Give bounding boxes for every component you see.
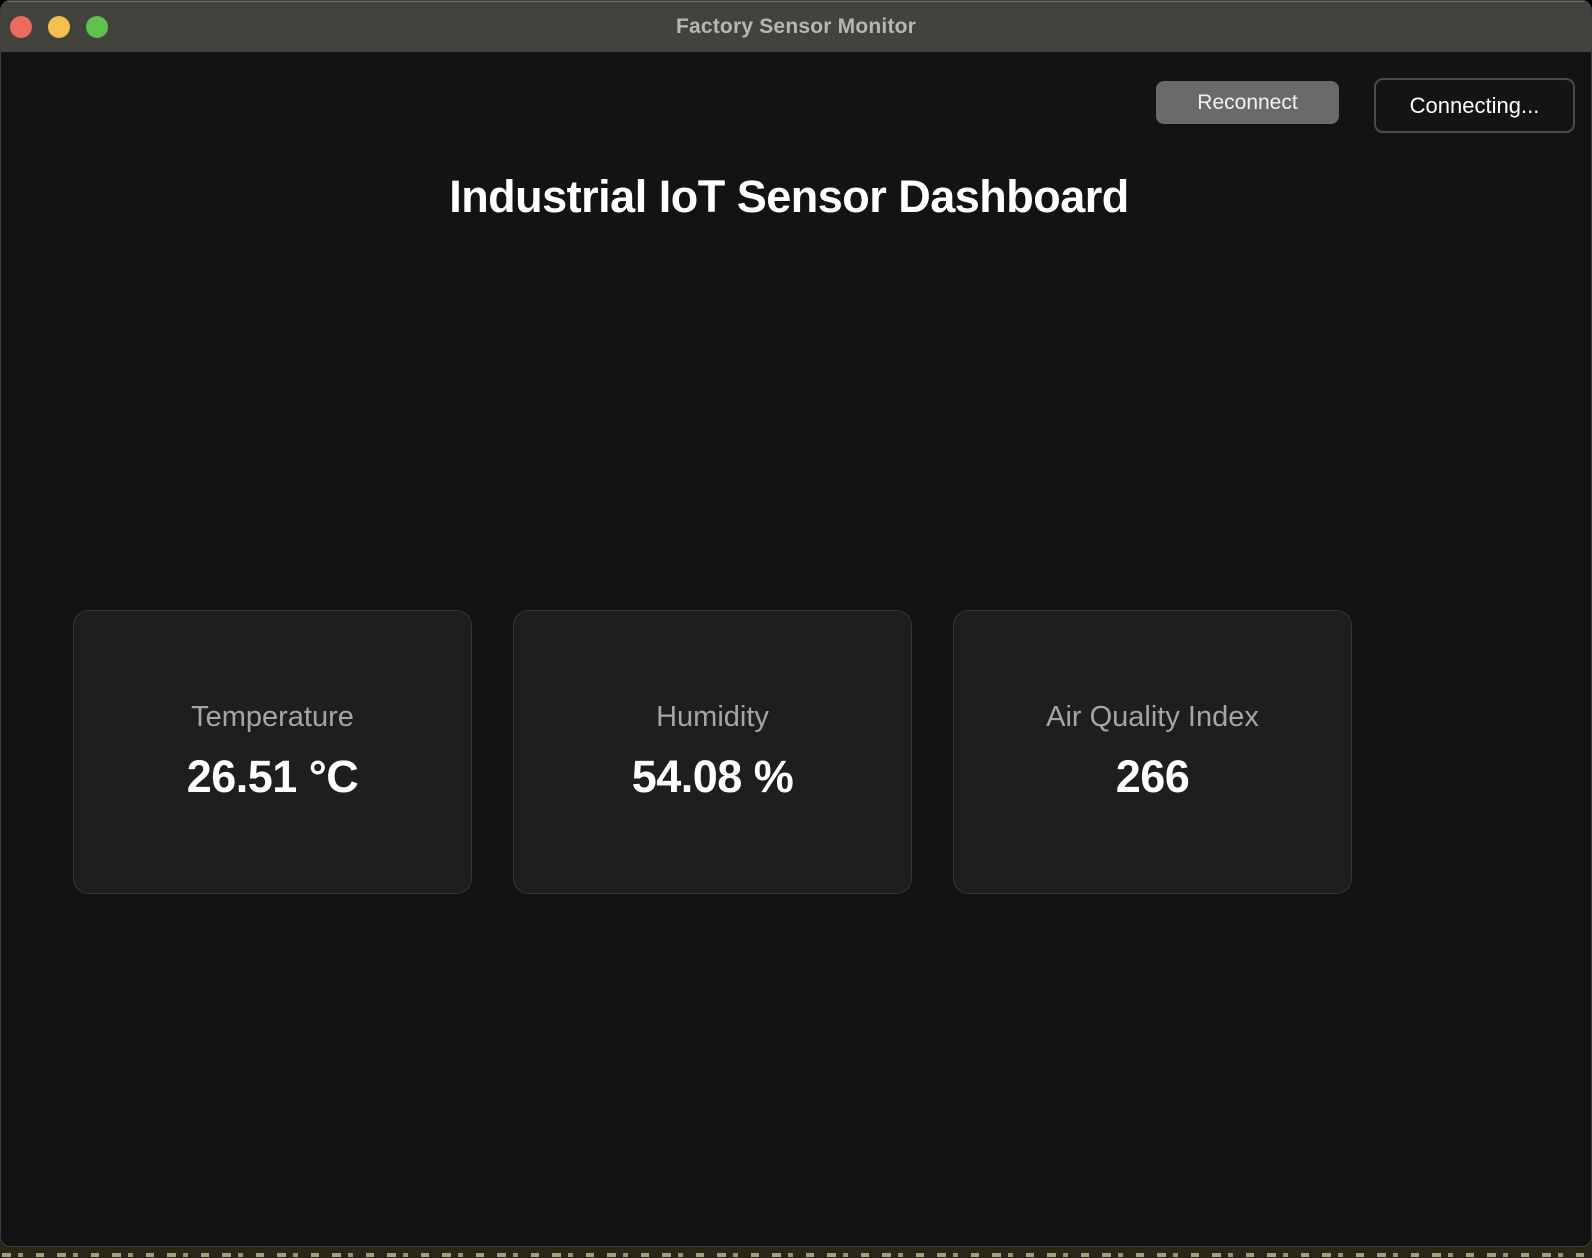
window-title: Factory Sensor Monitor <box>675 14 917 38</box>
humidity-card: Humidity 54.08 % <box>513 610 912 894</box>
window-titlebar[interactable]: Factory Sensor Monitor <box>1 1 1591 53</box>
air-quality-card: Air Quality Index 266 <box>953 610 1352 894</box>
air-quality-label: Air Quality Index <box>1046 701 1259 734</box>
connection-status-badge[interactable]: Connecting... <box>1374 78 1575 133</box>
sensor-cards-row: Temperature 26.51 °C Humidity 54.08 % Ai… <box>73 610 1352 894</box>
temperature-value: 26.51 °C <box>186 750 359 802</box>
zoom-icon[interactable] <box>86 15 108 38</box>
temperature-label: Temperature <box>191 701 354 734</box>
air-quality-value: 266 <box>1115 750 1190 802</box>
minimize-icon[interactable] <box>48 15 70 38</box>
close-icon[interactable] <box>10 15 32 38</box>
traffic-light-buttons <box>10 15 108 38</box>
page-title: Industrial IoT Sensor Dashboard <box>449 171 1129 222</box>
reconnect-button[interactable]: Reconnect <box>1156 81 1339 124</box>
humidity-label: Humidity <box>656 701 769 734</box>
humidity-value: 54.08 % <box>631 750 794 802</box>
temperature-card: Temperature 26.51 °C <box>73 610 472 894</box>
